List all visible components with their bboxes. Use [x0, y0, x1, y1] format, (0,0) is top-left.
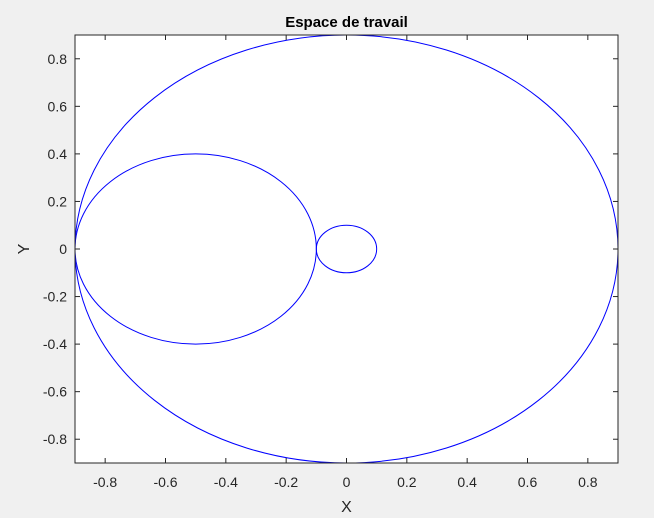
y-tick-label: -0.8 [43, 431, 67, 447]
x-tick-label: 0 [343, 474, 351, 490]
y-tick-label: -0.2 [43, 289, 67, 305]
plot-area [75, 35, 618, 463]
series-circle-3 [315, 224, 378, 274]
y-axis-ticks: -0.8 -0.6 -0.4 -0.2 0 0.2 0.4 0.6 0.8 [43, 51, 618, 447]
x-tick-label: 0.4 [457, 474, 477, 490]
y-axis-label: Y [16, 243, 33, 254]
x-tick-label: -0.6 [153, 474, 177, 490]
x-tick-label: -0.2 [274, 474, 298, 490]
x-tick-label: 0.6 [518, 474, 538, 490]
y-tick-label: 0.6 [48, 98, 68, 114]
y-tick-label: 0.2 [48, 193, 68, 209]
x-tick-label: 0.2 [397, 474, 417, 490]
x-tick-label: 0.8 [578, 474, 598, 490]
x-axis-label: X [341, 499, 352, 516]
x-axis-ticks: -0.8 -0.6 -0.4 -0.2 0 0.2 0.4 0.6 0.8 [93, 35, 598, 490]
y-tick-label: -0.4 [43, 336, 67, 352]
y-tick-label: 0 [59, 241, 67, 257]
x-tick-label: -0.4 [214, 474, 238, 490]
x-tick-label: -0.8 [93, 474, 117, 490]
y-tick-label: 0.8 [48, 51, 68, 67]
chart-title: Espace de travail [285, 14, 408, 31]
y-tick-label: 0.4 [48, 146, 68, 162]
y-tick-label: -0.6 [43, 384, 67, 400]
